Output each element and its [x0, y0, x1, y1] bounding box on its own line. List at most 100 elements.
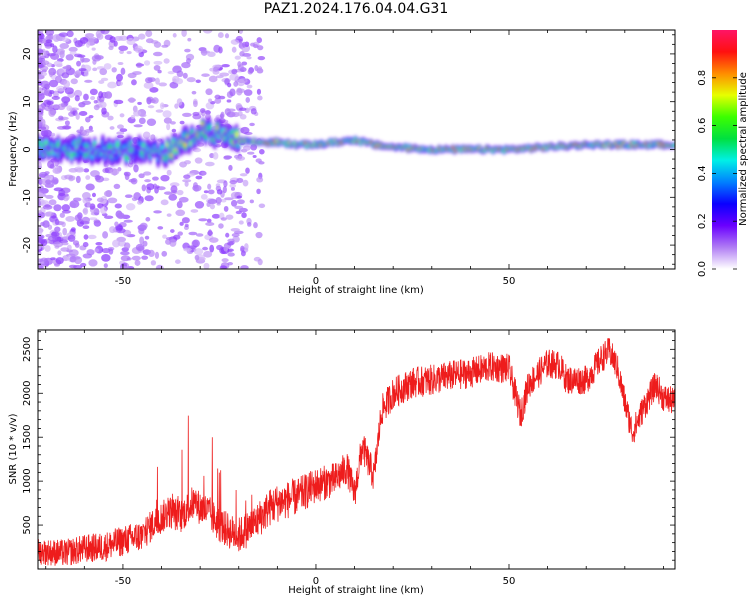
spectrogram-noise-blob [112, 239, 121, 248]
spectrogram-noise-blob [143, 171, 152, 176]
spectrogram-noise-blob [193, 248, 204, 255]
spectrogram-noise-blob [238, 107, 247, 111]
spectrogram-noise-blob [53, 241, 64, 248]
colorbar-label: Normalized spectral amplitude [738, 72, 749, 226]
spectrogram-noise-blob [49, 90, 55, 95]
spectrogram-noise-blob [48, 108, 56, 117]
spectrogram-noise-blob [116, 73, 123, 82]
spectrogram-noise-blob [88, 36, 98, 43]
spectrogram-noise-blob [109, 126, 115, 130]
spectrogram-noise-blob [86, 41, 91, 48]
spectrogram-noise-blob [138, 33, 146, 40]
spectrogram-noise-blob [212, 152, 219, 160]
spectrogram-noise-blob [143, 60, 151, 66]
spectrogram-noise-blob [88, 259, 98, 267]
spectrogram-noise-blob [190, 209, 199, 213]
spectrogram-noise-blob [163, 191, 173, 195]
spectrogram-noise-blob [229, 183, 237, 189]
spectrogram-noise-blob [74, 168, 85, 173]
spectrogram-noise-blob [120, 251, 130, 256]
spectrogram-noise-blob [127, 72, 137, 79]
spectrogram-noise-blob [235, 210, 242, 215]
spectrogram-noise-blob [227, 82, 232, 88]
spectrogram-noise-blob [144, 77, 153, 84]
spectrogram-noise-blob [220, 217, 227, 221]
spectrogram-noise-blob [88, 217, 98, 221]
spectrogram-noise-blob [83, 168, 90, 173]
spectrogram-noise-blob [195, 175, 203, 180]
spectrogram-noise-blob [93, 99, 98, 104]
spectrogram-noise-blob [96, 197, 104, 203]
spectrogram-noise-blob [133, 124, 143, 128]
spectrogram-noise-blob [42, 220, 50, 228]
spectrogram-noise-blob [99, 68, 108, 76]
spectrogram-noise-blob [124, 194, 133, 198]
spectrogram-noise-blob [137, 200, 143, 205]
spectrogram-noise-blob [44, 212, 52, 217]
spectrogram-noise-blob [205, 88, 213, 96]
spectrogram-noise-blob [174, 259, 181, 264]
spectrogram-noise-blob [240, 245, 245, 252]
spectrogram-noise-blob [186, 77, 196, 83]
spectrogram-noise-blob [257, 56, 266, 61]
snr-frame [37, 329, 676, 570]
spectrogram-noise-blob [101, 107, 107, 115]
spectrogram-noise-blob [169, 81, 179, 89]
spectrogram-noise-blob [207, 183, 212, 190]
spectrogram-noise-blob [254, 65, 259, 71]
spectrogram-noise-blob [202, 246, 209, 251]
spectrogram-noise-blob [220, 198, 227, 203]
spectrogram-noise-blob [47, 160, 55, 169]
spectrogram-noise-blob [103, 63, 112, 70]
spectrogram-noise-blob [150, 134, 156, 141]
spectrogram-noise-blob [40, 71, 47, 77]
spectrogram-noise-blob [225, 232, 230, 238]
spectrogram-noise-blob [170, 229, 175, 233]
spectrogram-noise-blob [61, 102, 66, 108]
spectrogram-y-tick-label: 0 [22, 146, 33, 152]
spectrogram-noise-blob [228, 240, 235, 245]
spectrogram-noise-blob [51, 231, 60, 237]
spectrogram-noise-blob [73, 256, 83, 265]
spectrogram-noise-blob [68, 46, 78, 52]
spectrogram-noise-blob [236, 195, 243, 199]
spectrogram-noise-blob [130, 114, 136, 119]
spectrogram-noise-blob [192, 111, 200, 117]
spectrogram-noise-blob [81, 100, 92, 106]
spectrogram-noise-blob [38, 161, 42, 170]
spectrogram-noise-blob [57, 250, 62, 256]
spectrogram-noise-blob [184, 223, 189, 228]
spectrogram-noise-blob [102, 231, 109, 239]
spectrogram-noise-blob [238, 220, 244, 225]
spectrogram-noise-blob [68, 249, 79, 257]
spectrogram-noise-blob [155, 109, 164, 113]
spectrogram-noise-blob [219, 265, 228, 269]
spectrogram-noise-blob [226, 108, 236, 112]
spectrogram-noise-blob [82, 242, 89, 248]
spectrogram-ridge-core [208, 124, 212, 130]
spectrogram-noise-blob [152, 51, 163, 57]
spectrogram-noise-blob [166, 123, 171, 131]
spectrogram-noise-blob [156, 266, 163, 269]
spectrogram-noise-blob [55, 257, 64, 265]
spectrogram-noise-blob [49, 52, 60, 60]
spectrogram-noise-blob [142, 131, 151, 139]
spectrogram-noise-blob [48, 69, 54, 78]
spectrogram-noise-blob [45, 194, 54, 199]
spectrogram-noise-blob [98, 91, 104, 99]
spectrogram-noise-blob [131, 197, 138, 202]
spectrogram-noise-blob [247, 222, 252, 227]
spectrogram-noise-blob [126, 50, 132, 55]
spectrogram-noise-blob [88, 115, 94, 119]
spectrogram-noise-blob [87, 234, 97, 240]
spectrogram-noise-blob [142, 240, 148, 247]
spectrogram-noise-blob [38, 229, 43, 236]
spectrogram-noise-blob [249, 199, 254, 204]
spectrogram-noise-blob [176, 200, 183, 209]
spectrogram-noise-blob [59, 212, 65, 218]
spectrogram-noise-blob [175, 209, 186, 217]
spectrogram-noise-blob [65, 54, 74, 61]
spectrogram-noise-blob [181, 30, 187, 37]
spectrogram-noise-blob [182, 112, 192, 118]
